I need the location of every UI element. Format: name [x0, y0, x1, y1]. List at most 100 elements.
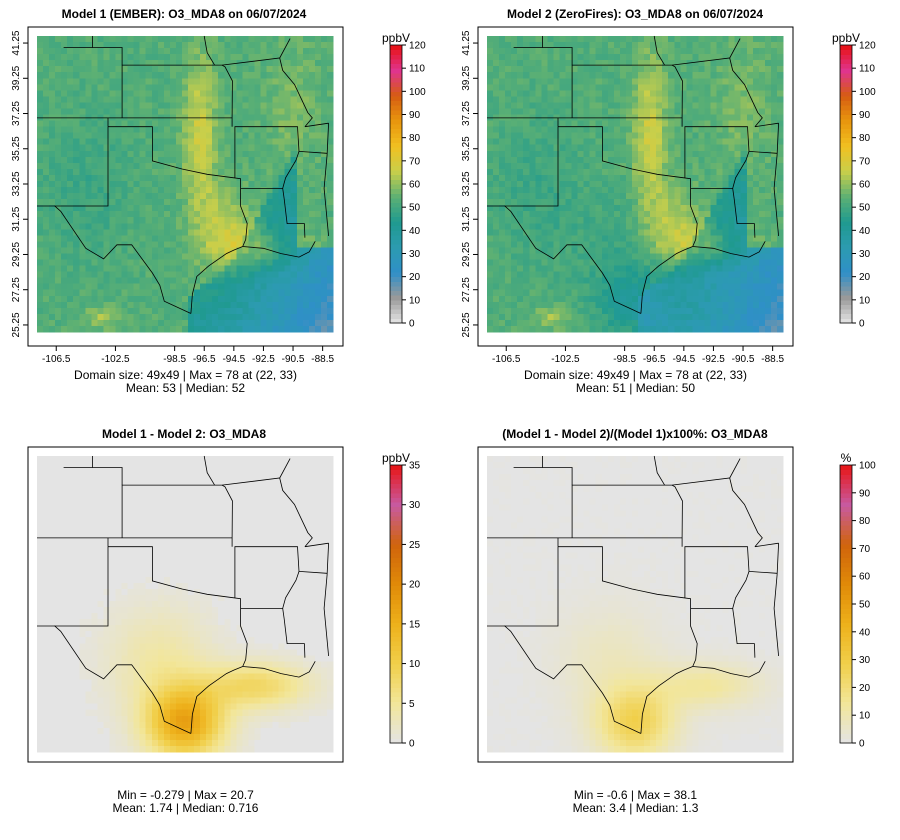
heatmap-cell	[722, 253, 730, 261]
heatmap-cell	[662, 217, 669, 224]
heatmap-cell	[139, 283, 147, 291]
heatmap-cell	[553, 241, 561, 249]
heatmap-cell	[625, 295, 633, 303]
heatmap-cell	[254, 90, 262, 98]
heatmap-cell	[583, 259, 591, 267]
heatmap-cell	[680, 259, 687, 267]
heatmap-cell	[770, 150, 778, 158]
heatmap-cell	[326, 325, 334, 333]
heatmap-cell	[662, 102, 669, 110]
heatmap-cell	[103, 144, 111, 152]
heatmap-cell	[625, 42, 633, 49]
heatmap-cell	[308, 144, 316, 152]
heatmap-cell	[308, 229, 316, 236]
heatmap-cell	[698, 36, 706, 43]
heatmap-cell	[151, 259, 159, 267]
heatmap-cell	[752, 187, 760, 194]
heatmap-cell	[224, 96, 231, 104]
heatmap-cell	[175, 48, 183, 55]
heatmap-cell	[206, 120, 213, 128]
heatmap-cell	[85, 84, 92, 91]
heatmap-cell	[607, 241, 615, 249]
heatmap-cell	[248, 307, 256, 315]
heatmap-cell	[776, 90, 784, 98]
heatmap-cell	[212, 217, 219, 224]
heatmap-cell	[218, 241, 225, 249]
heatmap-cell	[752, 126, 760, 134]
heatmap-cell	[73, 162, 80, 170]
heatmap-cell	[181, 247, 189, 255]
heatmap-cell	[517, 108, 524, 116]
heatmap-cell	[625, 277, 633, 285]
heatmap-cell	[314, 120, 322, 128]
heatmap-cell	[320, 156, 328, 164]
heatmap-cell	[43, 96, 50, 104]
heatmap-cell	[716, 180, 724, 188]
heatmap-cell	[254, 66, 262, 73]
heatmap-cell	[770, 102, 778, 110]
heatmap-cell	[55, 199, 62, 206]
heatmap-cell	[109, 48, 117, 55]
heatmap-cell	[79, 199, 86, 206]
heatmap-cell	[194, 72, 201, 79]
heatmap-cell	[728, 108, 736, 116]
heatmap-cell	[308, 174, 316, 182]
heatmap-cell	[73, 265, 80, 273]
heatmap-cell	[613, 84, 621, 91]
heatmap-cell	[698, 96, 706, 104]
heatmap-cell	[188, 295, 195, 303]
heatmap-cell	[260, 187, 268, 194]
heatmap-cell	[776, 138, 784, 146]
heatmap-cell	[692, 54, 700, 61]
heatmap-cell	[115, 247, 123, 255]
heatmap-cell	[529, 295, 536, 303]
heatmap-cell	[85, 277, 92, 285]
heatmap-cell	[565, 277, 573, 285]
heatmap-cell	[320, 253, 328, 261]
heatmap-cell	[553, 54, 561, 61]
heatmap-cell	[212, 295, 219, 303]
heatmap-cell	[236, 72, 243, 79]
heatmap-cell	[194, 319, 201, 327]
heatmap-cell	[326, 217, 334, 224]
heatmap-cell	[613, 271, 621, 279]
heatmap-cell	[230, 54, 237, 61]
heatmap-cell	[505, 199, 512, 206]
heatmap-cell	[511, 193, 518, 200]
heatmap-cell	[139, 187, 147, 194]
heatmap-cell	[67, 193, 74, 200]
heatmap-cell	[704, 271, 712, 279]
heatmap-cell	[194, 102, 201, 110]
heatmap-cell	[61, 235, 68, 242]
heatmap-cell	[139, 247, 147, 255]
heatmap-cell	[613, 162, 621, 170]
heatmap-cell	[619, 102, 627, 110]
heatmap-cell	[302, 162, 310, 170]
heatmap-cell	[692, 72, 700, 79]
heatmap-cell	[692, 229, 700, 236]
heatmap-cell	[638, 162, 645, 170]
heatmap-cell	[314, 36, 322, 43]
heatmap-cell	[662, 150, 669, 158]
heatmap-cell	[517, 235, 524, 242]
heatmap-cell	[133, 229, 141, 236]
heatmap-cell	[37, 229, 44, 236]
heatmap-cell	[302, 36, 310, 43]
heatmap-cell	[254, 319, 262, 327]
heatmap-cell	[320, 60, 328, 67]
heatmap-cell	[631, 211, 639, 218]
heatmap-cell	[704, 301, 712, 309]
heatmap-cell	[314, 102, 322, 110]
heatmap-cell	[248, 36, 256, 43]
heatmap-cell	[260, 235, 268, 242]
heatmap-cell	[91, 156, 99, 164]
legend-swatch	[390, 225, 402, 231]
heatmap-cell	[499, 108, 506, 116]
heatmap-cell	[734, 78, 742, 85]
heatmap-cell	[127, 313, 135, 321]
boundary-line	[513, 36, 543, 48]
heatmap-cell	[710, 36, 718, 43]
heatmap-cell	[625, 174, 633, 182]
heatmap-cell	[710, 205, 718, 212]
heatmap-cell	[169, 168, 177, 176]
